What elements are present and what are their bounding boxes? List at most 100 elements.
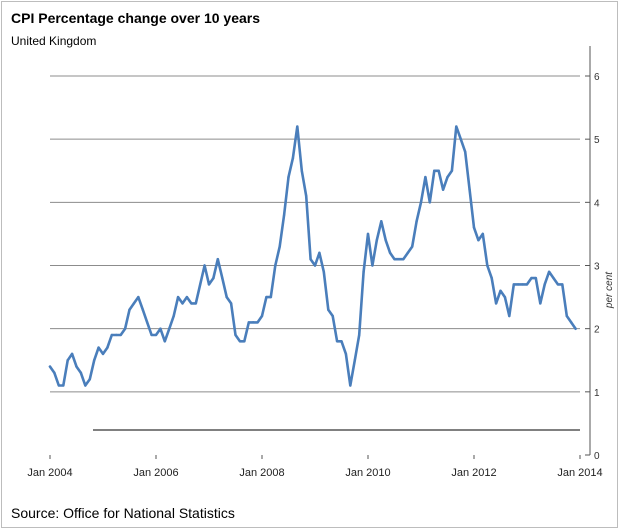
data-point [380, 220, 383, 223]
data-point [225, 295, 228, 299]
x-axis-tick-labels: Jan 2004 Jan 2006 Jan 2008 Jan 2010 Jan 2012… [27, 455, 603, 479]
data-point [437, 169, 440, 172]
data-point [349, 384, 352, 387]
data-point [556, 283, 560, 286]
data-point [402, 257, 405, 261]
data-point [521, 283, 524, 286]
data-point [75, 365, 78, 368]
data-point [247, 321, 250, 324]
data-point [410, 245, 414, 248]
data-point [433, 169, 436, 172]
gridlines [50, 46, 591, 455]
data-point [101, 352, 105, 356]
y-tick-label: 3 [594, 262, 600, 273]
data-point [150, 333, 153, 337]
y-tick-label: 4 [594, 198, 600, 209]
data-point [291, 156, 295, 160]
data-point [539, 302, 542, 305]
data-point [468, 188, 471, 191]
x-tick-label: Jan 2008 [239, 467, 284, 479]
data-point [366, 232, 370, 236]
data-point [221, 276, 224, 280]
data-point [441, 188, 445, 191]
data-point [207, 283, 211, 286]
data-point [256, 321, 259, 324]
x-tick-label: Jan 2004 [27, 467, 72, 479]
data-point [66, 359, 69, 362]
x-tick-label: Jan 2006 [133, 467, 178, 479]
data-point [269, 295, 273, 299]
data-point [48, 365, 52, 368]
source-note: Source: Office for National Statistics [11, 505, 235, 521]
data-point [344, 352, 348, 356]
data-point [494, 302, 498, 305]
data-point [168, 327, 171, 330]
data-point [525, 283, 529, 286]
data-point [238, 340, 242, 343]
data-point [176, 295, 180, 299]
data-point [309, 257, 312, 261]
data-point [194, 302, 197, 305]
y-tick-label: 1 [594, 388, 600, 399]
data-point [574, 327, 577, 330]
data-point [424, 175, 427, 179]
x-tick-label: Jan 2012 [451, 467, 496, 479]
data-point [353, 359, 356, 362]
data-point [371, 264, 374, 267]
data-point [274, 264, 277, 267]
data-point [459, 137, 462, 141]
chart-subtitle: United Kingdom [11, 34, 97, 48]
data-point [455, 125, 458, 128]
data-point [62, 384, 65, 387]
data-point [97, 346, 100, 349]
data-point [490, 276, 493, 280]
data-point [79, 371, 83, 375]
data-point [327, 308, 330, 311]
y-tick-label: 0 [594, 451, 600, 462]
data-point [172, 314, 175, 318]
data-point [552, 276, 555, 280]
y-tick-label: 2 [594, 325, 600, 336]
data-point [203, 264, 206, 267]
data-point [70, 352, 74, 356]
y-tick-label: 6 [594, 72, 600, 83]
data-point [547, 270, 551, 274]
data-point [486, 264, 489, 267]
data-point [512, 283, 515, 286]
data-point [463, 150, 467, 153]
data-point [181, 302, 184, 305]
data-point [163, 340, 167, 343]
data-point [446, 175, 449, 179]
data-point [335, 340, 339, 343]
data-point [322, 270, 326, 274]
data-point [243, 340, 246, 343]
data-point [565, 314, 568, 318]
data-point [481, 232, 485, 236]
data-point [357, 333, 361, 337]
data-point [340, 340, 343, 343]
series-layer [48, 125, 577, 387]
data-point [229, 302, 233, 305]
data-point [57, 384, 61, 387]
data-point [128, 308, 131, 311]
data-point [53, 371, 56, 375]
y-tick-label: 5 [594, 135, 600, 146]
series-line [48, 125, 577, 387]
data-point [362, 270, 365, 274]
data-point [296, 125, 299, 128]
data-point [472, 226, 476, 229]
data-point [499, 289, 502, 292]
data-point [508, 314, 511, 318]
data-point [84, 384, 87, 387]
data-point [260, 314, 264, 318]
data-point [419, 201, 423, 204]
data-point [384, 239, 387, 242]
chart-title: CPI Percentage change over 10 years [11, 10, 261, 26]
data-point [534, 276, 538, 280]
data-point [145, 321, 149, 324]
data-point [154, 333, 158, 337]
data-point [477, 239, 480, 242]
y-axis-title: per cent [604, 271, 615, 309]
data-point [106, 346, 109, 349]
